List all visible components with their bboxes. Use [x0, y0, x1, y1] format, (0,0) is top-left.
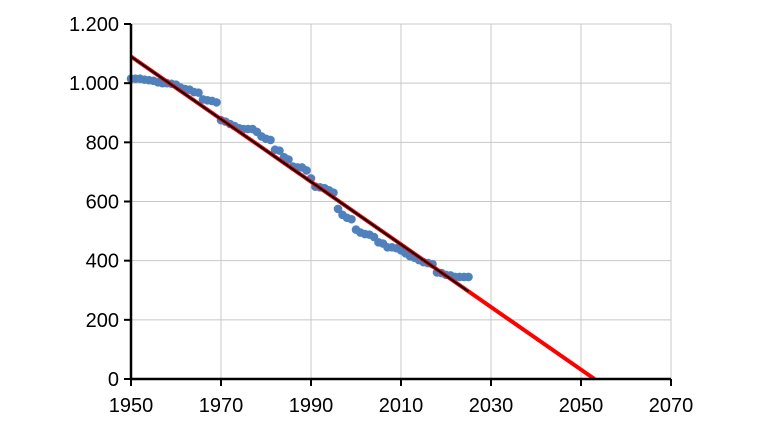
trend-line-fit — [130, 55, 470, 293]
data-marks — [126, 54, 596, 381]
x-tick-label: 2070 — [649, 395, 694, 417]
data-point — [266, 135, 275, 145]
y-tick-label: 800 — [86, 132, 119, 154]
y-tick-label: 1.200 — [69, 14, 119, 36]
data-point — [333, 204, 343, 214]
axes — [124, 23, 672, 386]
data-point — [275, 146, 284, 155]
y-tick-label: 0 — [108, 369, 119, 391]
x-tick-label: 1990 — [289, 395, 334, 417]
x-tick-label: 1950 — [109, 395, 154, 417]
data-point — [284, 155, 293, 164]
y-tick-label: 600 — [86, 192, 119, 214]
data-point — [347, 214, 356, 224]
y-tick-label: 1.000 — [69, 73, 119, 95]
x-tick-label: 2010 — [379, 395, 424, 417]
x-tick-label: 1970 — [199, 395, 244, 417]
y-tick-label: 200 — [86, 310, 119, 332]
x-tick-label: 2050 — [559, 395, 604, 417]
x-tick-label: 2030 — [469, 395, 514, 417]
data-point — [194, 88, 203, 97]
data-point — [212, 98, 221, 107]
gridlines — [131, 23, 672, 379]
data-point — [302, 166, 311, 175]
data-point — [464, 272, 473, 282]
tick-labels: 1950 1970 1990 2010 2030 2050 2070 0 200 400 600 80… — [69, 14, 693, 417]
y-tick-label: 400 — [86, 251, 119, 273]
